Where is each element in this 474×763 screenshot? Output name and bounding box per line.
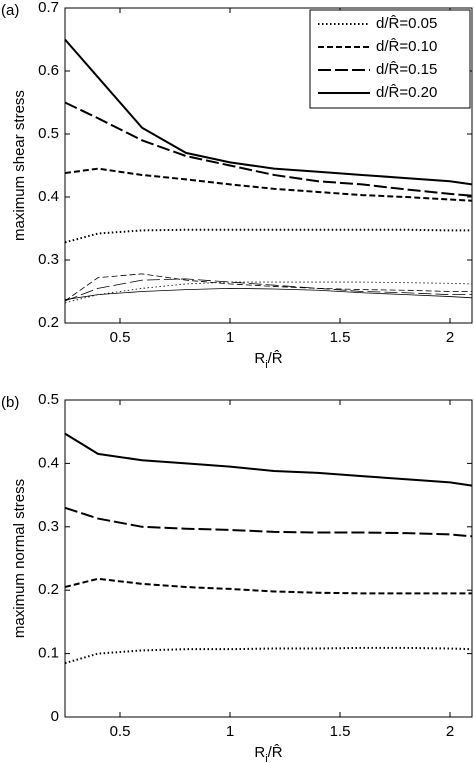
- series-line: [64, 167, 473, 202]
- legend-label: d/R̂=0.20: [376, 83, 437, 100]
- legend-label: d/R̂=0.10: [376, 37, 437, 54]
- series-line: [64, 646, 473, 665]
- x-axis-label-part: i: [265, 359, 267, 371]
- panel-label: (b): [1, 394, 19, 411]
- y-tick-label: 0.3: [38, 251, 59, 268]
- y-tick-label: 0.4: [38, 454, 59, 471]
- x-tick-label: 1: [226, 723, 234, 740]
- series-line: [64, 281, 473, 304]
- y-tick-label: 0.3: [38, 518, 59, 535]
- series-line: [64, 278, 472, 302]
- plot-frame: [64, 399, 473, 718]
- x-tick-label: 1: [226, 329, 234, 346]
- y-tick-label: 0.6: [38, 62, 59, 79]
- y-tick-label: 0.5: [38, 391, 59, 408]
- x-axis-label: Ri/R̂: [254, 349, 282, 370]
- legend-box: [309, 9, 471, 109]
- x-axis-label-part: /R̂: [268, 743, 283, 760]
- legend-label: d/R̂=0.05: [376, 14, 437, 31]
- panel-label: (a): [1, 2, 19, 19]
- series-line: [64, 228, 472, 244]
- y-tick-label: 0.1: [38, 645, 59, 662]
- y-tick-label: 0.4: [38, 188, 59, 205]
- x-axis-label-part: R: [254, 350, 265, 367]
- y-axis-label: maximum shear stress: [11, 90, 28, 241]
- x-axis-label-part: R: [254, 744, 265, 761]
- y-tick-label: 0.2: [38, 581, 59, 598]
- series-line: [64, 287, 473, 301]
- series-line: [64, 506, 473, 538]
- y-axis-label: maximum normal stress: [11, 479, 28, 638]
- series-line: [64, 432, 473, 487]
- x-tick-label: 1.5: [330, 723, 351, 740]
- series-line: [64, 577, 472, 595]
- x-axis-label-part: /R̂: [268, 349, 283, 366]
- x-axis-label: Ri/R̂: [254, 743, 282, 763]
- x-tick-label: 2: [446, 723, 454, 740]
- plot-frame: [64, 7, 473, 324]
- series-line: [64, 101, 473, 197]
- x-tick-label: 2: [446, 329, 454, 346]
- y-tick-label: 0.7: [38, 0, 59, 16]
- y-tick-label: 0.5: [38, 125, 59, 142]
- x-axis-label-part: i: [265, 753, 267, 763]
- x-tick-label: 0.5: [110, 329, 131, 346]
- y-tick-label: 0: [51, 708, 59, 725]
- series-line: [64, 273, 472, 302]
- x-tick-label: 1.5: [330, 329, 351, 346]
- legend-label: d/R̂=0.15: [376, 60, 437, 77]
- y-tick-label: 0.2: [38, 314, 59, 331]
- series-line: [64, 38, 473, 186]
- x-tick-label: 0.5: [110, 723, 131, 740]
